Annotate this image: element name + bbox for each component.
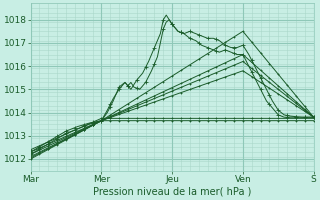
X-axis label: Pression niveau de la mer( hPa ): Pression niveau de la mer( hPa ): [93, 187, 251, 197]
